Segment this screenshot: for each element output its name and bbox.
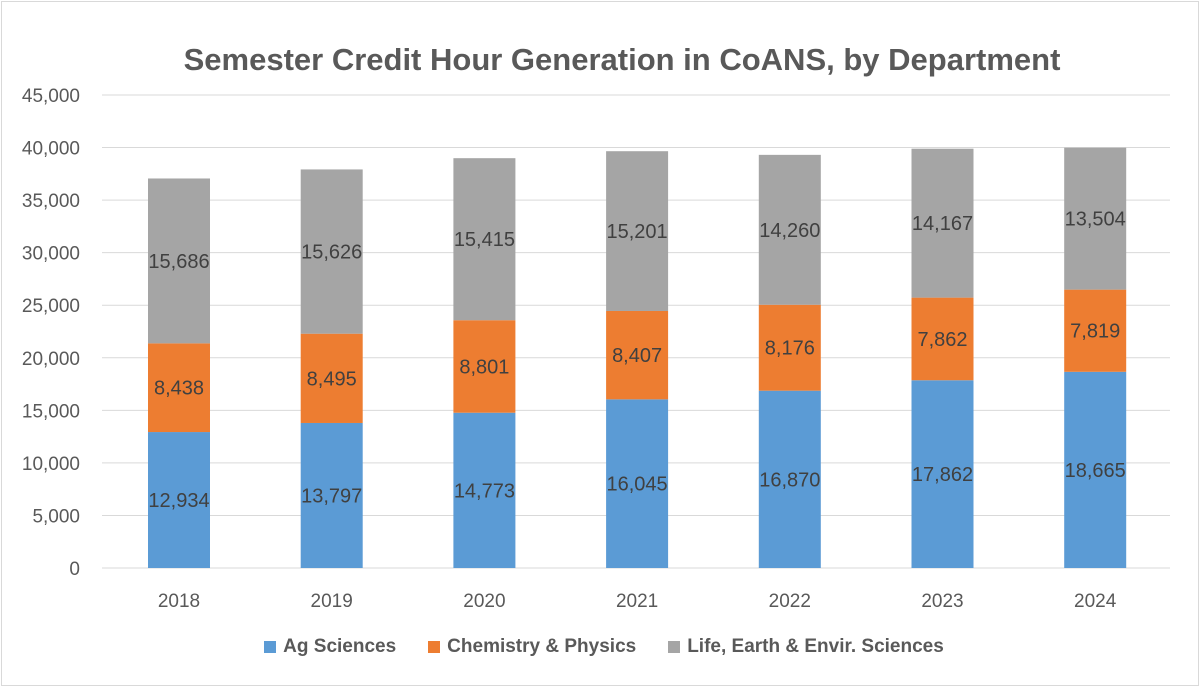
y-tick-label: 5,000: [32, 506, 80, 527]
bar-segment: [300, 333, 363, 423]
x-tick-label: 2023: [921, 591, 963, 612]
bar-segment: [1064, 371, 1127, 568]
data-label: 18,665: [1065, 460, 1126, 482]
data-label: 12,934: [148, 490, 209, 512]
bar-segment: [758, 304, 821, 391]
bar-segment: [606, 399, 669, 568]
legend-item: Chemistry & Physics: [428, 636, 636, 658]
bar-segment: [148, 432, 210, 568]
data-label: 15,415: [454, 229, 515, 251]
data-label: 7,862: [917, 329, 967, 351]
data-label: 14,260: [759, 220, 820, 242]
data-label: 14,167: [912, 213, 973, 235]
bar-segment: [148, 343, 210, 433]
y-tick-label: 25,000: [22, 296, 80, 317]
bar-segment: [453, 320, 516, 413]
x-tick-label: 2022: [769, 591, 811, 612]
legend-item: Ag Sciences: [264, 636, 396, 658]
y-tick-label: 0: [69, 559, 80, 580]
y-tick-label: 10,000: [22, 454, 80, 475]
data-label: 16,045: [607, 474, 668, 496]
x-tick-label: 2021: [616, 591, 658, 612]
data-label: 15,626: [301, 242, 362, 264]
y-tick-label: 45,000: [22, 86, 80, 107]
chart-title: Semester Credit Hour Generation in CoANS…: [183, 42, 1061, 77]
y-tick-label: 40,000: [22, 139, 80, 160]
x-tick-label: 2019: [311, 591, 353, 612]
y-tick-label: 35,000: [22, 191, 80, 212]
legend-swatch: [264, 641, 277, 653]
data-label: 15,201: [607, 221, 668, 243]
bar-segment: [300, 422, 363, 568]
data-labels: 12,934 8,438 15,686 13,797 8,495 15,626 14,773…: [148, 209, 1125, 512]
data-label: 17,862: [912, 464, 973, 486]
bar-segment: [911, 148, 974, 298]
bars: [148, 147, 1127, 568]
x-tick-label: 2020: [463, 591, 505, 612]
bar-segment: [606, 151, 669, 311]
x-tick-label: 2024: [1074, 591, 1117, 612]
legend-swatch: [428, 641, 441, 653]
bar-segment: [911, 297, 974, 381]
legend-label: Chemistry & Physics: [447, 636, 637, 657]
legend-label: Ag Sciences: [283, 636, 397, 657]
bar-segment: [1064, 147, 1127, 290]
x-axis-ticks: 2018 2019 2020 2021 2022 2023 2024: [158, 591, 1117, 612]
data-label: 8,407: [612, 345, 662, 367]
y-tick-label: 20,000: [22, 349, 80, 370]
data-label: 8,801: [459, 356, 509, 378]
legend-item: Life, Earth & Envir. Sciences: [668, 636, 944, 658]
legend: Ag Sciences Chemistry & Physics Life, Eart…: [0, 636, 1200, 658]
x-tick-label: 2018: [158, 591, 200, 612]
data-label: 16,870: [759, 469, 820, 491]
legend-swatch: [668, 641, 681, 653]
bar-segment: [300, 169, 363, 334]
bar-segment: [758, 390, 821, 568]
data-label: 8,176: [765, 338, 815, 360]
data-label: 8,438: [154, 378, 204, 400]
y-tick-label: 30,000: [22, 244, 80, 265]
data-label: 14,773: [454, 480, 515, 502]
data-label: 13,504: [1065, 209, 1126, 231]
bar-segment: [606, 310, 669, 400]
y-tick-label: 15,000: [22, 401, 80, 422]
bar-segment: [453, 158, 516, 321]
legend-label: Life, Earth & Envir. Sciences: [687, 636, 944, 657]
data-label: 7,819: [1070, 321, 1120, 343]
y-axis-ticks: 0 5,000 10,000 15,000 20,000 25,000 30,000 35,0…: [22, 86, 80, 580]
bar-segment: [911, 380, 974, 568]
data-label: 13,797: [301, 485, 362, 507]
bar-segment: [453, 412, 516, 568]
data-label: 8,495: [307, 368, 357, 390]
data-label: 15,686: [148, 251, 209, 273]
bar-segment: [758, 154, 821, 305]
bar-segment: [148, 178, 210, 344]
bar-segment: [1064, 289, 1127, 372]
